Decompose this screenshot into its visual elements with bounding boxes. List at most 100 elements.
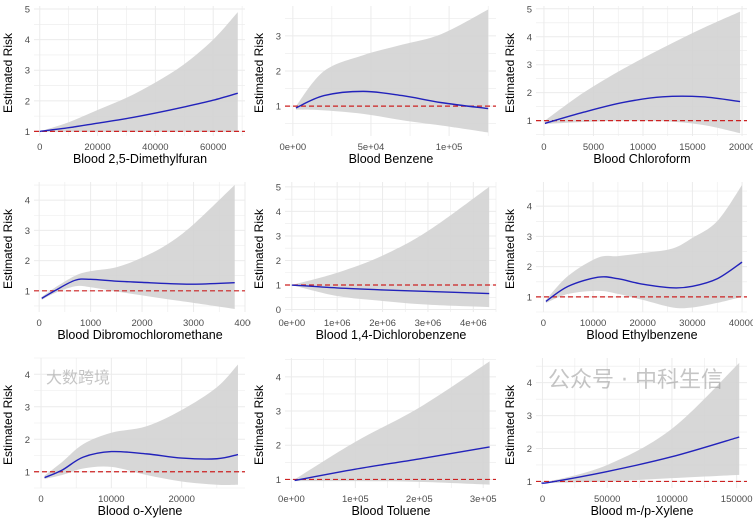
x-tick-label: 0 bbox=[541, 318, 546, 329]
y-tick-label: 3 bbox=[276, 31, 281, 42]
x-tick-label: 0 bbox=[38, 494, 43, 505]
confidence-ribbon bbox=[39, 12, 238, 132]
y-tick-label: 3 bbox=[276, 231, 281, 242]
x-tick-label: 3e+06 bbox=[415, 318, 442, 329]
estimate-line bbox=[541, 436, 740, 484]
x-axis-label: Blood Ethylbenzene bbox=[586, 328, 698, 342]
y-tick-label: 2 bbox=[527, 262, 532, 273]
y-tick-label: 2 bbox=[25, 435, 30, 446]
rcs-panel: 0 10000 20000 30000 40000 1 2 3 4 Estimated Risk B… bbox=[502, 176, 753, 350]
x-tick-label: 0 bbox=[541, 142, 546, 153]
x-tick-label: 20000 bbox=[630, 318, 656, 329]
x-axis-label: Blood 2,5-Dimethylfuran bbox=[72, 152, 208, 166]
x-tick-label: 10000 bbox=[580, 318, 606, 329]
plot-area: 0 20000 40000 60000 1 2 3 4 5 bbox=[25, 5, 245, 153]
x-tick-label: 40000 bbox=[729, 318, 753, 329]
x-tick-label: 2e+06 bbox=[369, 318, 396, 329]
plot-area: 0 50000 100000 150000 1 2 3 4 bbox=[527, 358, 753, 505]
x-tick-label: 0e+00 bbox=[278, 318, 305, 329]
y-tick-label: 1 bbox=[527, 292, 532, 303]
y-tick-label: 3 bbox=[527, 411, 532, 422]
y-tick-label: 3 bbox=[527, 232, 532, 243]
y-tick-label: 1 bbox=[25, 286, 30, 297]
plot-area: 0e+00 1e+05 2e+05 3e+05 1 2 3 4 bbox=[276, 358, 497, 505]
watermark-left: 大数跨境 bbox=[46, 368, 111, 387]
x-tick-label: 0 bbox=[540, 494, 545, 505]
y-axis-label: Estimated Risk bbox=[1, 384, 15, 466]
y-axis-label: Estimated Risk bbox=[252, 384, 266, 466]
y-tick-label: 4 bbox=[25, 35, 30, 46]
x-axis-label: Blood m-/p-Xylene bbox=[590, 504, 694, 518]
confidence-ribbon bbox=[294, 361, 490, 485]
y-tick-label: 3 bbox=[25, 66, 30, 77]
y-tick-label: 1 bbox=[527, 477, 532, 488]
estimate-line bbox=[544, 95, 741, 125]
y-tick-label: 2 bbox=[25, 256, 30, 267]
x-tick-label: 4e+06 bbox=[460, 318, 487, 329]
plot-area: 0e+00 5e+04 1e+05 1 2 3 bbox=[276, 6, 496, 153]
estimate-line bbox=[545, 261, 743, 302]
x-axis-label: Blood Chloroform bbox=[593, 152, 691, 166]
y-axis-label: Estimated Risk bbox=[1, 208, 15, 290]
x-axis-label: Blood 1,4-Dichlorobenzene bbox=[315, 328, 467, 342]
y-tick-label: 3 bbox=[276, 407, 281, 418]
y-tick-label: 4 bbox=[527, 378, 532, 389]
x-tick-label: 10000 bbox=[98, 494, 124, 505]
x-tick-label: 2e+05 bbox=[406, 494, 433, 505]
x-tick-label: 150000 bbox=[721, 494, 753, 505]
plot-area: 0 10000 20000 30000 40000 1 2 3 4 bbox=[527, 182, 753, 329]
x-tick-label: 1e+05 bbox=[342, 494, 369, 505]
confidence-ribbon bbox=[544, 11, 741, 134]
y-tick-label: 2 bbox=[25, 96, 30, 107]
x-tick-label: 20000 bbox=[84, 142, 110, 153]
y-axis-label: Estimated Risk bbox=[503, 32, 517, 114]
y-tick-label: 1 bbox=[25, 127, 30, 138]
x-tick-label: 0e+00 bbox=[279, 142, 306, 153]
x-tick-label: 1000 bbox=[80, 318, 101, 329]
confidence-ribbon bbox=[291, 186, 490, 308]
estimate-line bbox=[294, 446, 490, 482]
rcs-panel: 0 10000 20000 1 2 3 4 Estimated Risk Blood o-Xyl… bbox=[0, 352, 251, 526]
x-tick-label: 40000 bbox=[142, 142, 168, 153]
x-axis-label: Blood o-Xylene bbox=[97, 504, 183, 518]
x-tick-label: 100000 bbox=[656, 494, 688, 505]
x-tick-label: 0 bbox=[37, 142, 42, 153]
estimate-line bbox=[291, 284, 490, 295]
y-axis-label: Estimated Risk bbox=[1, 32, 15, 114]
y-tick-label: 2 bbox=[276, 441, 281, 452]
x-tick-label: 5000 bbox=[583, 142, 604, 153]
y-tick-label: 1 bbox=[276, 475, 281, 486]
plot-area: 0e+00 1e+06 2e+06 3e+06 4e+06 0 1 2 3 4 5 bbox=[276, 182, 497, 329]
confidence-ribbon bbox=[545, 185, 743, 309]
plot-area: 0 5000 10000 15000 20000 1 2 3 4 5 bbox=[527, 4, 753, 153]
plot-area: 0 1000 2000 3000 4000 1 2 3 4 bbox=[25, 182, 251, 329]
x-axis-label: Blood Toluene bbox=[351, 504, 431, 518]
x-tick-label: 1e+06 bbox=[324, 318, 351, 329]
x-tick-label: 15000 bbox=[679, 142, 705, 153]
y-axis-label: Estimated Risk bbox=[503, 208, 517, 290]
x-axis-label: Blood Benzene bbox=[348, 152, 434, 166]
x-tick-label: 30000 bbox=[679, 318, 705, 329]
rcs-panel: 0 20000 40000 60000 1 2 3 4 5 Estimated Risk Blood… bbox=[0, 0, 251, 174]
y-tick-label: 4 bbox=[25, 370, 30, 381]
y-tick-label: 1 bbox=[527, 116, 532, 127]
y-axis-label: Estimated Risk bbox=[252, 32, 266, 114]
y-tick-label: 5 bbox=[276, 182, 281, 193]
y-tick-label: 5 bbox=[25, 5, 30, 16]
y-tick-label: 4 bbox=[527, 202, 532, 213]
rcs-panel: 0 50000 100000 150000 1 2 3 4 Estimated Risk Bloo… bbox=[502, 352, 753, 526]
plot-area: 0 10000 20000 1 2 3 4 bbox=[25, 357, 245, 505]
x-tick-label: 3e+05 bbox=[470, 494, 497, 505]
rcs-panel: 0e+00 1e+05 2e+05 3e+05 1 2 3 4 Estimated Risk Bl… bbox=[251, 352, 502, 526]
y-tick-label: 2 bbox=[527, 444, 532, 455]
estimate-line bbox=[44, 450, 239, 479]
estimate-line bbox=[295, 90, 489, 110]
y-tick-label: 3 bbox=[527, 60, 532, 71]
x-tick-label: 2000 bbox=[132, 318, 153, 329]
rcs-panel: 0e+00 1e+06 2e+06 3e+06 4e+06 0 1 2 3 4 5 Estimated… bbox=[251, 176, 502, 350]
x-tick-label: 0 bbox=[36, 318, 41, 329]
y-tick-label: 4 bbox=[276, 207, 281, 218]
rcs-panel: 0 5000 10000 15000 20000 1 2 3 4 5 Estimated Risk B… bbox=[502, 0, 753, 174]
confidence-ribbon bbox=[295, 9, 489, 133]
